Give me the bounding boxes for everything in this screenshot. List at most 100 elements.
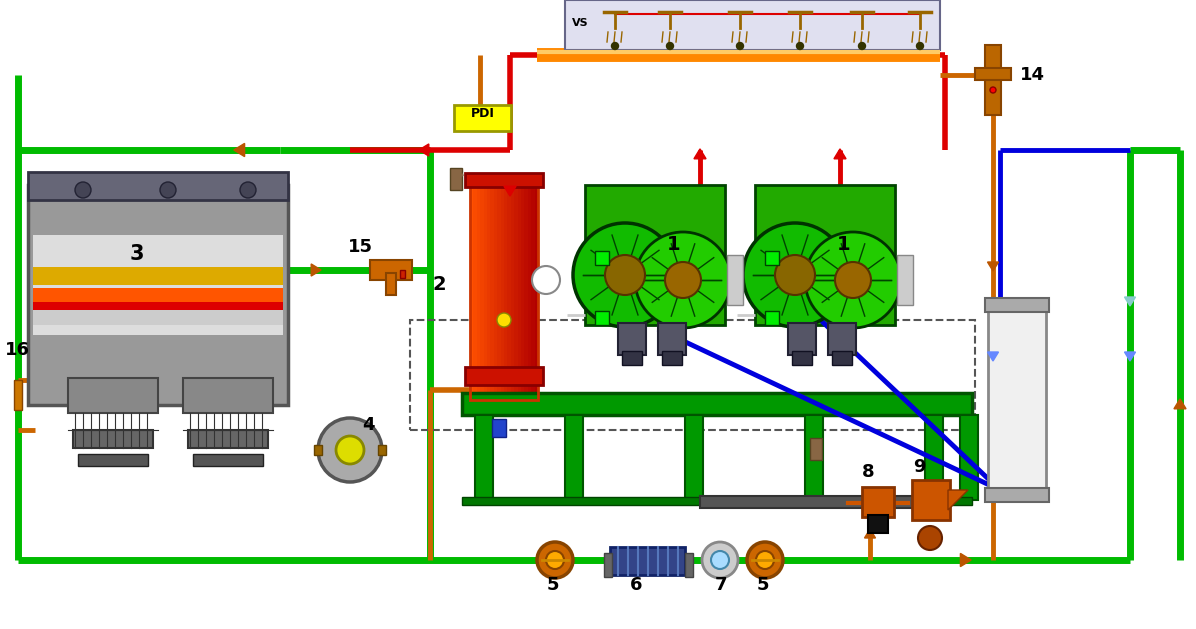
Bar (501, 185, 504, 400)
Bar (828, 323, 856, 355)
Bar (832, 351, 852, 365)
Bar (33, 302, 283, 310)
Circle shape (611, 43, 618, 50)
Bar (470, 185, 538, 400)
Bar (33, 267, 283, 285)
Bar (188, 430, 268, 448)
Text: 7: 7 (715, 576, 727, 594)
Bar (490, 185, 494, 400)
Bar (14, 380, 22, 410)
Circle shape (748, 542, 783, 578)
Bar (862, 487, 893, 517)
FancyBboxPatch shape (454, 105, 511, 131)
Bar (465, 173, 543, 187)
Circle shape (990, 87, 996, 93)
Polygon shape (1124, 297, 1135, 306)
Bar (507, 185, 511, 400)
Bar (477, 185, 481, 400)
Circle shape (573, 223, 677, 327)
Bar (462, 497, 972, 505)
Polygon shape (834, 149, 846, 159)
Bar (475, 415, 493, 500)
Bar (370, 260, 411, 280)
Circle shape (797, 43, 804, 50)
Bar (183, 378, 273, 413)
Text: 6: 6 (630, 576, 642, 594)
Text: PDI: PDI (471, 107, 495, 120)
Text: 1: 1 (837, 235, 850, 254)
Circle shape (240, 182, 256, 198)
Circle shape (710, 551, 730, 569)
Circle shape (665, 262, 701, 298)
Circle shape (605, 255, 645, 295)
Bar (410, 320, 975, 430)
Circle shape (537, 542, 573, 578)
Bar (492, 419, 506, 437)
Text: 4: 4 (362, 416, 374, 434)
Bar (474, 185, 477, 400)
Bar (805, 415, 823, 500)
Bar (399, 270, 405, 278)
Bar (685, 415, 703, 500)
Bar (986, 488, 1049, 502)
Polygon shape (1174, 399, 1186, 409)
Circle shape (547, 551, 565, 569)
Polygon shape (865, 529, 875, 538)
Polygon shape (948, 490, 968, 510)
Circle shape (75, 182, 91, 198)
Text: 3: 3 (130, 244, 145, 264)
Circle shape (160, 182, 176, 198)
Bar (535, 185, 538, 400)
Bar (33, 310, 283, 325)
Bar (565, 415, 582, 500)
Bar (585, 185, 725, 325)
Bar (386, 273, 396, 295)
Circle shape (336, 436, 364, 464)
Bar (594, 251, 609, 265)
Circle shape (756, 551, 774, 569)
Bar (521, 185, 524, 400)
Text: 16: 16 (5, 341, 30, 359)
Bar (378, 445, 386, 455)
Bar (511, 185, 514, 400)
Bar (618, 323, 646, 355)
Circle shape (805, 232, 901, 328)
Circle shape (635, 232, 731, 328)
Text: 5: 5 (547, 576, 560, 594)
Bar (604, 553, 612, 577)
Text: VS: VS (572, 18, 588, 28)
Polygon shape (1124, 352, 1135, 361)
Polygon shape (988, 352, 999, 361)
Circle shape (919, 526, 942, 550)
Bar (462, 393, 972, 415)
Text: 9: 9 (913, 458, 926, 476)
Bar (988, 310, 1046, 490)
Bar (531, 185, 535, 400)
Bar (483, 185, 487, 400)
Bar (594, 311, 609, 325)
Bar (810, 438, 822, 460)
Polygon shape (960, 554, 971, 567)
Circle shape (666, 43, 673, 50)
Bar (68, 378, 158, 413)
Bar (504, 185, 507, 400)
Text: 15: 15 (348, 238, 373, 256)
Bar (193, 454, 263, 466)
Bar (727, 255, 743, 305)
Text: 2: 2 (433, 275, 446, 294)
Circle shape (532, 266, 560, 294)
Bar (33, 288, 283, 310)
Bar (622, 351, 642, 365)
Bar (765, 311, 779, 325)
Polygon shape (233, 143, 245, 157)
Bar (518, 185, 521, 400)
Bar (868, 515, 887, 533)
Bar (960, 415, 978, 500)
Circle shape (859, 43, 866, 50)
Bar (986, 45, 1001, 115)
Bar (685, 553, 692, 577)
Bar (470, 185, 474, 400)
Bar (514, 185, 518, 400)
Bar (73, 430, 153, 448)
Polygon shape (694, 149, 706, 159)
